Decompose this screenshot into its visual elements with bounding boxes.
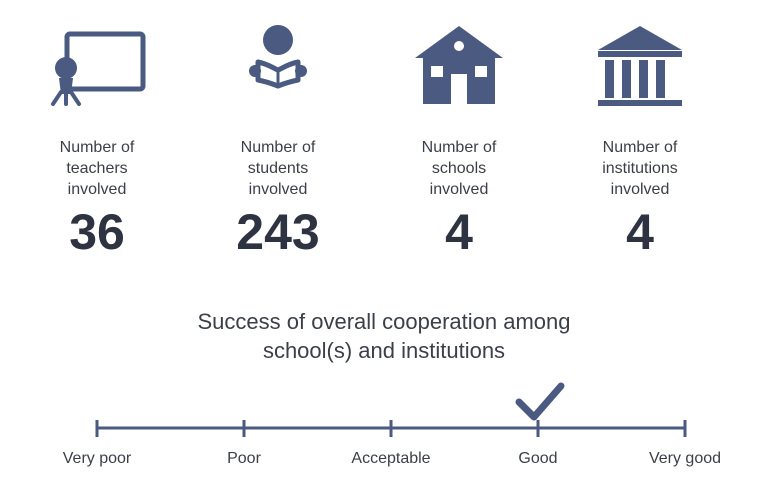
cooperation-title-line2: school(s) and institutions bbox=[262, 338, 506, 363]
checkmark-icon bbox=[515, 382, 565, 421]
scale-label-good: Good bbox=[518, 450, 558, 467]
cooperation-title: Success of overall cooperation among sch… bbox=[0, 307, 768, 365]
stat-value: 36 bbox=[69, 204, 125, 260]
stat-value: 243 bbox=[236, 204, 320, 260]
stat-value: 4 bbox=[626, 204, 654, 260]
stat-label: Number of schools involved bbox=[421, 139, 497, 198]
stat-label: Number of teachers involved bbox=[59, 139, 135, 198]
cooperation-title-line1: Success of overall cooperation among bbox=[197, 309, 571, 334]
student-reading-icon bbox=[249, 25, 307, 89]
scale-label-very-poor: Very poor bbox=[62, 450, 132, 467]
stat-value: 4 bbox=[445, 204, 473, 260]
rating-scale bbox=[95, 382, 687, 437]
stat-label: Number of institutions involved bbox=[602, 139, 678, 198]
stat-label: Number of students involved bbox=[240, 139, 316, 198]
school-house-icon bbox=[415, 26, 503, 104]
scale-label-very-good: Very good bbox=[648, 450, 722, 467]
scale-label-poor: Poor bbox=[227, 450, 261, 467]
scale-label-acceptable: Acceptable bbox=[351, 450, 431, 467]
institution-columns-icon bbox=[598, 26, 682, 106]
teacher-blackboard-icon bbox=[51, 31, 146, 106]
